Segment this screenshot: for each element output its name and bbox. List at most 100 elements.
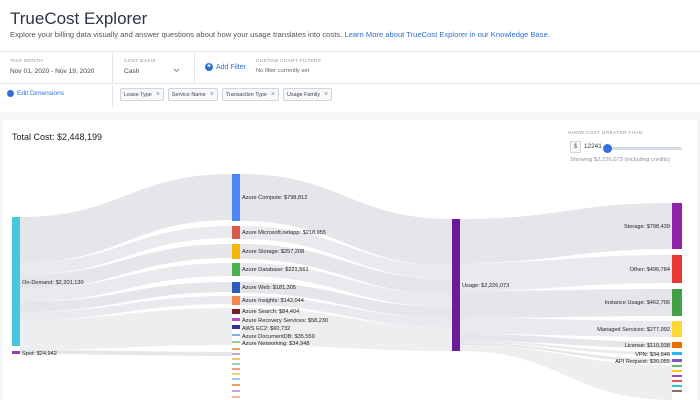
- sankey-link: [240, 296, 452, 327]
- header-divider: [0, 51, 700, 52]
- sankey-node-service[interactable]: [232, 334, 240, 336]
- chevron-down-icon[interactable]: [173, 68, 180, 73]
- knowledge-base-link[interactable]: Learn More about TrueCost Explorer in ou…: [344, 30, 550, 39]
- sankey-label-spot: Spot: $24,942: [22, 351, 57, 357]
- sankey-link: [240, 226, 452, 279]
- sankey-label-family: Storage: $798,439: [624, 224, 670, 230]
- sankey-link: [460, 255, 672, 291]
- sankey-link: [240, 308, 452, 351]
- sankey-label-family: VPN: $34,946: [635, 352, 670, 358]
- currency-addon: $: [570, 141, 581, 153]
- total-cost: Total Cost: $2,448,199: [12, 132, 103, 142]
- close-icon[interactable]: ×: [155, 91, 160, 98]
- sankey-node-minor[interactable]: [672, 390, 682, 392]
- sankey-nodes: [12, 174, 682, 398]
- sankey-node-minor[interactable]: [232, 396, 240, 398]
- this-month-label: THIS MONTH: [10, 59, 43, 64]
- sankey-node-service[interactable]: [232, 174, 240, 221]
- sankey-node-family[interactable]: [672, 255, 682, 283]
- cost-basis-select[interactable]: Cash: [124, 68, 140, 75]
- sankey-node-family[interactable]: [672, 289, 682, 316]
- filter-divider: [0, 83, 700, 84]
- sankey-label-usage: Usage: $2,226,073: [462, 283, 509, 289]
- sankey-link: [460, 289, 672, 318]
- sankey-node-minor[interactable]: [672, 380, 682, 382]
- sankey-node-service[interactable]: [232, 282, 240, 293]
- sankey-node-minor[interactable]: [672, 385, 682, 387]
- dimension-chip[interactable]: Lease Type ×: [120, 88, 164, 101]
- dimension-chip[interactable]: Transaction Type ×: [221, 88, 279, 101]
- add-filter-label: Add Filter: [216, 63, 246, 71]
- sankey-label-service: Azure Web: $181,305: [242, 285, 296, 291]
- sankey-node-service[interactable]: [232, 226, 240, 239]
- sankey-label-family: License: $110,938: [625, 343, 670, 349]
- close-icon[interactable]: ×: [270, 91, 275, 98]
- close-icon[interactable]: ×: [209, 91, 214, 98]
- sankey-node-minor[interactable]: [232, 378, 240, 380]
- sankey-node-service[interactable]: [232, 325, 240, 329]
- sankey-node-minor[interactable]: [232, 373, 240, 375]
- sankey-link: [20, 308, 232, 350]
- sankey-node-minor[interactable]: [672, 370, 682, 372]
- filter-separator: [194, 53, 195, 83]
- slider-handle[interactable]: [603, 144, 612, 153]
- sankey-node-family[interactable]: [672, 321, 682, 337]
- sankey-link: [20, 244, 232, 289]
- sankey-link: [240, 282, 452, 318]
- sankey-label-family: Instance Usage: $462,706: [605, 300, 670, 306]
- dimension-chips: Lease Type × Service Name × Transaction Ty…: [120, 88, 333, 101]
- sankey-node-minor[interactable]: [232, 348, 240, 350]
- sankey-label-service: Azure Database: $221,561: [242, 267, 309, 273]
- sankey-node-usage[interactable]: [452, 219, 460, 351]
- sankey-label-service: Azure Storage: $257,208: [242, 249, 304, 255]
- sankey-node-minor[interactable]: [232, 390, 240, 392]
- sankey-labels: On-Demand: $2,201,130 Spot: $24,942 Azur…: [22, 195, 670, 365]
- sankey-label-family: Other: $496,784: [630, 267, 670, 273]
- date-range-value[interactable]: Nov 01, 2020 - Nov 19, 2020: [10, 68, 95, 75]
- sankey-node-service[interactable]: [232, 341, 240, 343]
- sankey-node-minor[interactable]: [672, 375, 682, 377]
- sankey-label-service: Azure DocumentDB: $35,559: [242, 334, 315, 340]
- dimension-separator: [112, 86, 113, 108]
- sankey-label-family: Managed Services: $277,992: [597, 327, 670, 333]
- sankey-label-family: API Request: $30,055: [615, 359, 670, 365]
- sankey-node-minor[interactable]: [232, 368, 240, 370]
- sankey-node-family[interactable]: [672, 203, 682, 249]
- sankey-node-on-demand[interactable]: [12, 217, 20, 346]
- sankey-node-minor[interactable]: [232, 353, 240, 355]
- sankey-link: [240, 174, 452, 266]
- add-filter-button[interactable]: + Add Filter: [205, 63, 246, 71]
- sankey-label-service: Azure Microsoft.netapp: $218,955: [242, 230, 326, 236]
- sankey-link: [460, 343, 672, 362]
- sankey-node-service[interactable]: [232, 318, 240, 321]
- sankey-node-family[interactable]: [672, 342, 682, 348]
- sankey-links: [20, 174, 672, 400]
- dimension-chip[interactable]: Usage Family ×: [282, 88, 333, 101]
- sankey-link: [240, 263, 452, 307]
- custom-filters-label: CUSTOM CHART FILTERS: [256, 59, 322, 64]
- sankey-node-family[interactable]: [672, 352, 682, 355]
- chip-label: Lease Type: [124, 91, 152, 98]
- sankey-node-service[interactable]: [232, 309, 240, 314]
- sankey-node-spot[interactable]: [12, 351, 20, 354]
- sankey-link: [460, 345, 672, 400]
- edit-dimensions-button[interactable]: Edit Dimensions: [7, 90, 64, 97]
- sankey-label-service: Azure Networking: $34,948: [242, 341, 309, 347]
- sankey-label-service: Azure Recovery Services: $58,230: [242, 318, 328, 324]
- sankey-link: [20, 350, 232, 356]
- sankey-node-minor[interactable]: [672, 365, 682, 367]
- sankey-node-service[interactable]: [232, 244, 240, 259]
- sankey-node-minor[interactable]: [232, 384, 240, 386]
- sankey-node-family[interactable]: [672, 359, 682, 362]
- page-title: TrueCost Explorer: [10, 9, 148, 28]
- dimension-chip[interactable]: Service Name ×: [167, 88, 218, 101]
- sankey-node-minor[interactable]: [232, 358, 240, 360]
- sankey-node-service[interactable]: [232, 263, 240, 276]
- sankey-node-minor[interactable]: [232, 363, 240, 365]
- sankey-node-service[interactable]: [232, 296, 240, 305]
- threshold-input[interactable]: 12241: [584, 143, 602, 150]
- close-icon[interactable]: ×: [323, 91, 329, 98]
- custom-filters-value: No filter currently set: [256, 68, 310, 74]
- page-subtitle: Explore your billing data visually and a…: [10, 30, 550, 39]
